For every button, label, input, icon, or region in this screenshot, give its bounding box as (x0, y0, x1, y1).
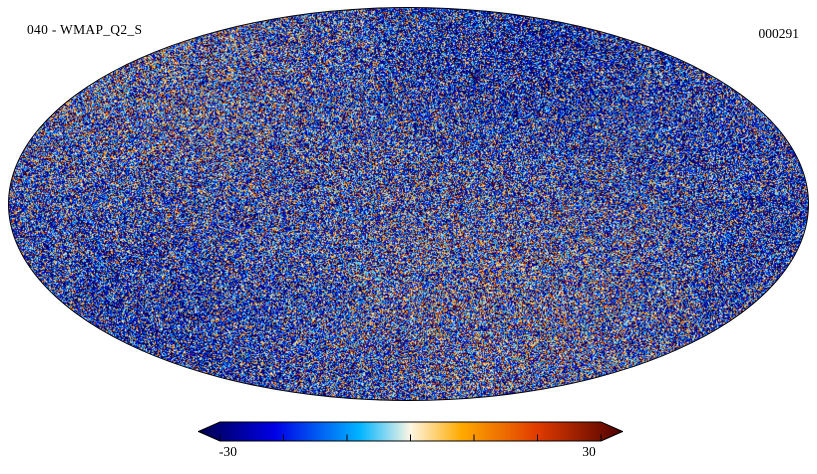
frame-number: 000291 (759, 26, 800, 42)
map-title: 040 - WMAP_Q2_S (27, 22, 142, 38)
colorbar: -30 30 (198, 421, 623, 469)
wmap-sky-map-figure: 040 - WMAP_Q2_S 000291 -30 30 (0, 0, 817, 474)
colorbar-min-label: -30 (219, 444, 237, 460)
sky-map-noise-canvas (9, 8, 808, 400)
colorbar-gradient-bar (198, 421, 623, 443)
mollweide-map (8, 7, 809, 401)
colorbar-max-label: 30 (582, 444, 596, 460)
